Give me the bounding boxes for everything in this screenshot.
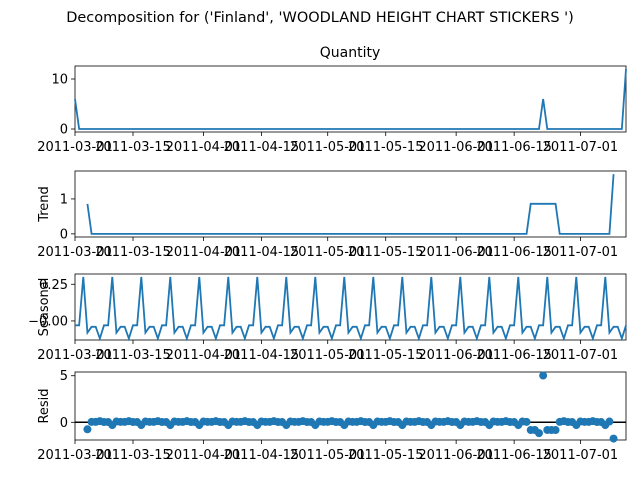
seasonal-xtick-label-3: 2011-04-15 xyxy=(224,348,300,363)
observed-ytick-label-1: 10 xyxy=(51,73,68,88)
observed-xtick-label-1: 2011-03-15 xyxy=(95,140,171,155)
resid-xtick-label-3: 2011-04-15 xyxy=(224,448,300,463)
trend-xtick-label-4: 2011-05-01 xyxy=(290,245,366,260)
observed-xtick-label-0: 2011-03-01 xyxy=(37,140,113,155)
resid-point xyxy=(609,434,618,443)
trend-xtick-label-1: 2011-03-15 xyxy=(95,245,171,260)
resid-ytick-label-0: 0 xyxy=(60,416,68,431)
trend-xtick-label-6: 2011-06-01 xyxy=(418,245,494,260)
observed-ytick-label-0: 0 xyxy=(60,123,68,138)
seasonal-ytick-label-1: 0.25 xyxy=(39,278,68,293)
trend-ytick-label-0: 0 xyxy=(60,227,68,242)
seasonal-xtick-label-4: 2011-05-01 xyxy=(290,348,366,363)
seasonal-xtick-label-0: 2011-03-01 xyxy=(37,348,113,363)
resid-xtick-label-5: 2011-05-15 xyxy=(348,448,424,463)
resid-xtick-label-4: 2011-05-01 xyxy=(290,448,366,463)
trend-xtick-label-3: 2011-04-15 xyxy=(224,245,300,260)
resid-panel: 0 5 2011-03-012011-03-152011-04-012011-04-… xyxy=(37,369,627,463)
seasonal-xtick-label-7: 2011-06-15 xyxy=(476,348,552,363)
trend-series-line xyxy=(86,174,615,235)
seasonal-xtick-label-5: 2011-05-15 xyxy=(348,348,424,363)
trend-xtick-label-8: 2011-07-01 xyxy=(543,245,619,260)
observed-xtick-label-3: 2011-04-15 xyxy=(224,140,300,155)
observed-xtick-label-2: 2011-04-01 xyxy=(166,140,242,155)
observed-panel: 0 10 2011-03-012011-03-152011-04-012011-04… xyxy=(37,65,627,155)
resid-ylabel: Resid xyxy=(37,388,52,423)
trend-ylabel: Trend xyxy=(37,186,52,223)
seasonal-xtick-label-8: 2011-07-01 xyxy=(543,348,619,363)
resid-axes-frame xyxy=(74,371,627,441)
trend-panel: 0 1 2011-03-012011-03-152011-04-012011-04-… xyxy=(37,170,627,260)
seasonal-ytick-label-0: −0.00 xyxy=(28,314,68,329)
seasonal-xtick-label-6: 2011-06-01 xyxy=(418,348,494,363)
resid-point xyxy=(83,425,92,434)
trend-xtick-label-5: 2011-05-15 xyxy=(348,245,424,260)
trend-axes-frame xyxy=(74,170,627,238)
trend-xtick-label-0: 2011-03-01 xyxy=(37,245,113,260)
resid-point xyxy=(539,371,548,380)
seasonal-xtick-label-2: 2011-04-01 xyxy=(166,348,242,363)
seasonal-series-line xyxy=(75,276,627,342)
resid-ytick-label-1: 5 xyxy=(60,369,68,384)
observed-xtick-label-8: 2011-07-01 xyxy=(543,140,619,155)
resid-xtick-label-1: 2011-03-15 xyxy=(95,448,171,463)
trend-xtick-label-7: 2011-06-15 xyxy=(476,245,552,260)
seasonal-axes-frame xyxy=(74,273,627,341)
seasonal-xtick-label-1: 2011-03-15 xyxy=(95,348,171,363)
resid-xtick-label-6: 2011-06-01 xyxy=(418,448,494,463)
seasonal-panel: −0.000.252011-03-012011-03-152011-04-012… xyxy=(28,273,627,363)
observed-xtick-label-5: 2011-05-15 xyxy=(348,140,424,155)
observed-xtick-label-7: 2011-06-15 xyxy=(476,140,552,155)
resid-xtick-label-7: 2011-06-15 xyxy=(476,448,552,463)
trend-ytick-label-1: 1 xyxy=(60,192,68,207)
resid-xtick-label-2: 2011-04-01 xyxy=(166,448,242,463)
observed-panel-title: Quantity xyxy=(320,45,381,61)
resid-point xyxy=(522,417,531,426)
resid-xtick-label-8: 2011-07-01 xyxy=(543,448,619,463)
resid-point xyxy=(551,426,560,435)
observed-xtick-label-6: 2011-06-01 xyxy=(418,140,494,155)
figure-suptitle: Decomposition for ('Finland', 'WOODLAND … xyxy=(66,10,574,26)
seasonal-ylabel: Seasonal xyxy=(37,278,52,337)
observed-series-line xyxy=(74,68,627,130)
resid-point xyxy=(535,429,543,438)
trend-xtick-label-2: 2011-04-01 xyxy=(166,245,242,260)
resid-xtick-label-0: 2011-03-01 xyxy=(37,448,113,463)
observed-xtick-label-4: 2011-05-01 xyxy=(290,140,366,155)
resid-point xyxy=(605,417,614,426)
